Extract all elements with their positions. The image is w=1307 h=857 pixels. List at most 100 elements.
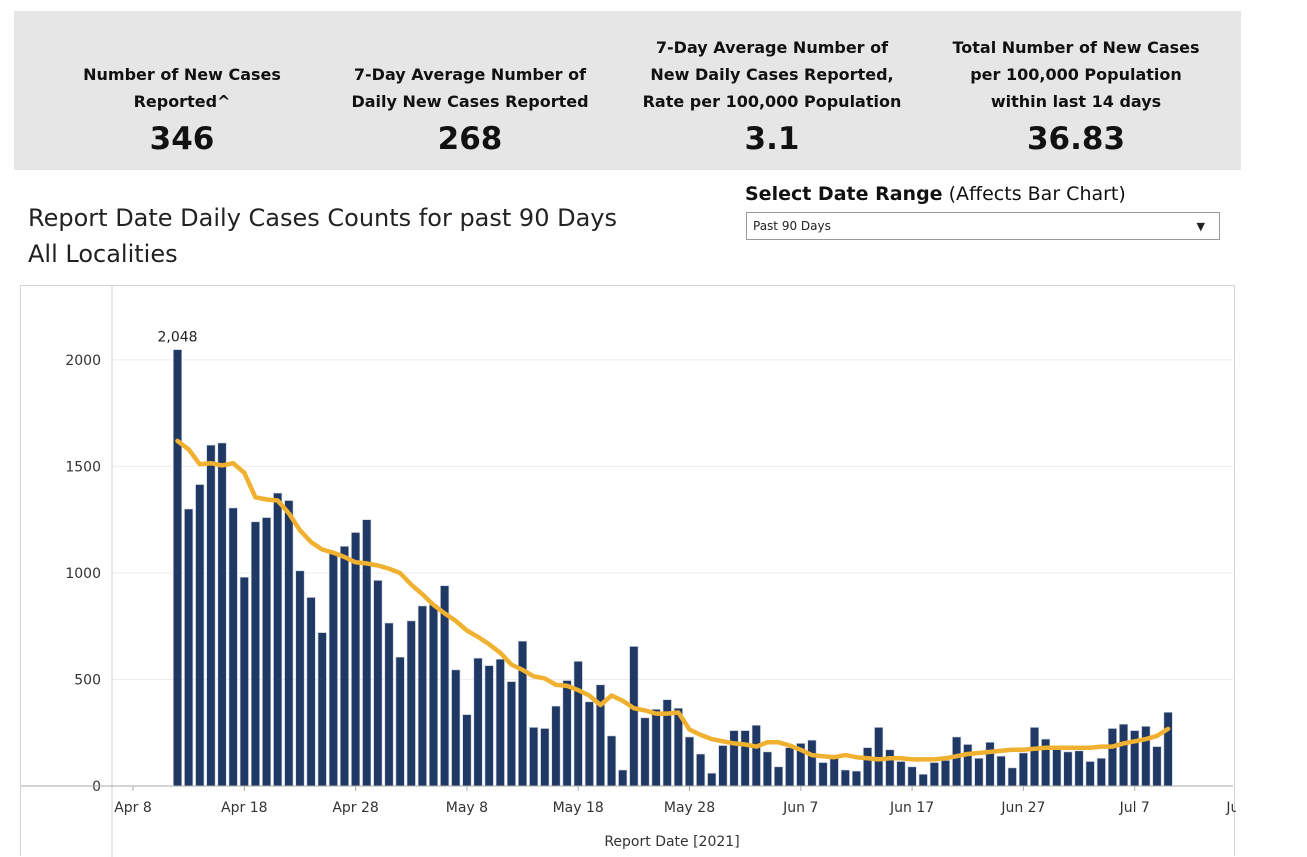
bar bbox=[963, 744, 973, 787]
x-tick-label: May 28 bbox=[664, 800, 715, 816]
x-tick-label: Jun 17 bbox=[889, 800, 934, 816]
bar bbox=[306, 597, 316, 787]
bar bbox=[1018, 752, 1028, 787]
dropdown-arrow-icon: ▼ bbox=[1196, 220, 1205, 233]
date-range-dropdown[interactable]: Past 90 Days ▼ bbox=[746, 212, 1220, 240]
peak-data-label: 2,048 bbox=[157, 330, 197, 346]
kpi-label-line: within last 14 days bbox=[990, 92, 1162, 111]
kpi-new-cases: Number of New Cases Reported^ 346 bbox=[32, 11, 332, 170]
bar bbox=[684, 736, 694, 787]
x-tick-label: Apr 18 bbox=[221, 800, 267, 816]
chart-frame: 0 500 1000 1500 2000 2,048 Apr 8 Apr 18 Apr 28 Ma… bbox=[20, 285, 1236, 857]
date-range-label-note: (Affects Bar Chart) bbox=[942, 183, 1126, 205]
bar bbox=[451, 669, 461, 787]
x-tick-label: Jun 27 bbox=[1000, 800, 1045, 816]
bar bbox=[607, 735, 617, 787]
bar bbox=[429, 604, 439, 787]
bar bbox=[996, 755, 1006, 787]
bar bbox=[506, 681, 516, 787]
x-tick-label: Apr 28 bbox=[332, 800, 378, 816]
bar bbox=[284, 500, 294, 787]
y-tick-label: 500 bbox=[74, 672, 101, 688]
daily-cases-chart: 0 500 1000 1500 2000 2,048 Apr 8 Apr 18 Apr 28 Ma… bbox=[21, 286, 1236, 857]
x-tick-label: Jul 7 bbox=[1119, 800, 1150, 816]
date-range-label-bold: Select Date Range bbox=[745, 183, 943, 205]
bar bbox=[1007, 767, 1017, 787]
bar bbox=[762, 751, 772, 787]
y-tick-label: 0 bbox=[92, 779, 101, 795]
bar bbox=[173, 349, 183, 787]
kpi-label: 7-Day Average Number of New Daily Cases … bbox=[622, 34, 922, 115]
y-tick-label: 1500 bbox=[65, 459, 101, 475]
bar bbox=[1074, 750, 1084, 787]
bar bbox=[1152, 746, 1162, 787]
kpi-label: Number of New Cases Reported^ bbox=[32, 61, 332, 115]
bar bbox=[851, 770, 861, 787]
bar bbox=[807, 739, 817, 787]
bar bbox=[940, 760, 950, 787]
bar bbox=[262, 517, 272, 787]
bar bbox=[495, 658, 505, 787]
chart-title-line: Report Date Daily Cases Counts for past … bbox=[28, 204, 617, 232]
bar bbox=[629, 646, 639, 787]
kpi-7day-rate: 7-Day Average Number of New Daily Cases … bbox=[622, 11, 922, 170]
bar bbox=[540, 728, 550, 787]
kpi-label: Total Number of New Cases per 100,000 Po… bbox=[926, 34, 1226, 115]
kpi-value: 268 bbox=[437, 121, 503, 157]
bar bbox=[339, 546, 349, 787]
bar bbox=[618, 769, 628, 787]
x-tick-label: Jun 7 bbox=[782, 800, 818, 816]
bar bbox=[863, 747, 873, 787]
chart-subtitle-line: All Localities bbox=[28, 240, 178, 268]
bar bbox=[1163, 711, 1173, 787]
bar bbox=[718, 745, 728, 787]
bar bbox=[896, 761, 906, 787]
bar bbox=[729, 730, 739, 787]
bar bbox=[562, 680, 572, 787]
bar bbox=[874, 727, 884, 787]
bar bbox=[184, 508, 194, 787]
bar bbox=[974, 758, 984, 787]
bar bbox=[518, 640, 528, 787]
bar bbox=[362, 519, 372, 787]
bar bbox=[328, 553, 338, 787]
bar bbox=[1030, 727, 1040, 787]
bar bbox=[417, 605, 427, 787]
x-tick-label: May 18 bbox=[553, 800, 604, 816]
kpi-14day-rate: Total Number of New Cases per 100,000 Po… bbox=[926, 11, 1226, 170]
kpi-label-line: New Daily Cases Reported, bbox=[650, 65, 894, 84]
bar bbox=[484, 665, 494, 787]
kpi-label-line: Reported^ bbox=[133, 92, 231, 111]
bar bbox=[195, 484, 205, 787]
bar bbox=[295, 570, 305, 787]
bar bbox=[1141, 726, 1151, 787]
bar bbox=[529, 727, 539, 787]
kpi-label-line: Daily New Cases Reported bbox=[351, 92, 589, 111]
x-tick-label: Apr 8 bbox=[114, 800, 152, 816]
bar bbox=[239, 576, 249, 787]
bar bbox=[829, 755, 839, 787]
kpi-label-line: 7-Day Average Number of bbox=[353, 65, 587, 84]
bar bbox=[384, 622, 394, 787]
bar bbox=[952, 736, 962, 787]
kpi-label-line: Number of New Cases bbox=[83, 65, 281, 84]
bar bbox=[885, 749, 895, 787]
bar bbox=[1119, 723, 1129, 787]
bar bbox=[250, 521, 260, 787]
bar bbox=[696, 753, 706, 787]
bar bbox=[584, 701, 594, 787]
bar bbox=[395, 656, 405, 787]
bar bbox=[840, 769, 850, 787]
bar bbox=[228, 507, 238, 787]
bar bbox=[651, 709, 661, 787]
bar bbox=[473, 657, 483, 787]
date-range-selected: Past 90 Days bbox=[753, 219, 831, 233]
bar bbox=[1107, 728, 1117, 787]
bar bbox=[929, 762, 939, 787]
bar bbox=[373, 580, 383, 787]
kpi-label-line: 7-Day Average Number of bbox=[655, 38, 889, 57]
kpi-value: 3.1 bbox=[744, 121, 800, 157]
y-tick-label: 2000 bbox=[65, 353, 101, 369]
bar bbox=[462, 714, 472, 787]
bar bbox=[740, 730, 750, 787]
